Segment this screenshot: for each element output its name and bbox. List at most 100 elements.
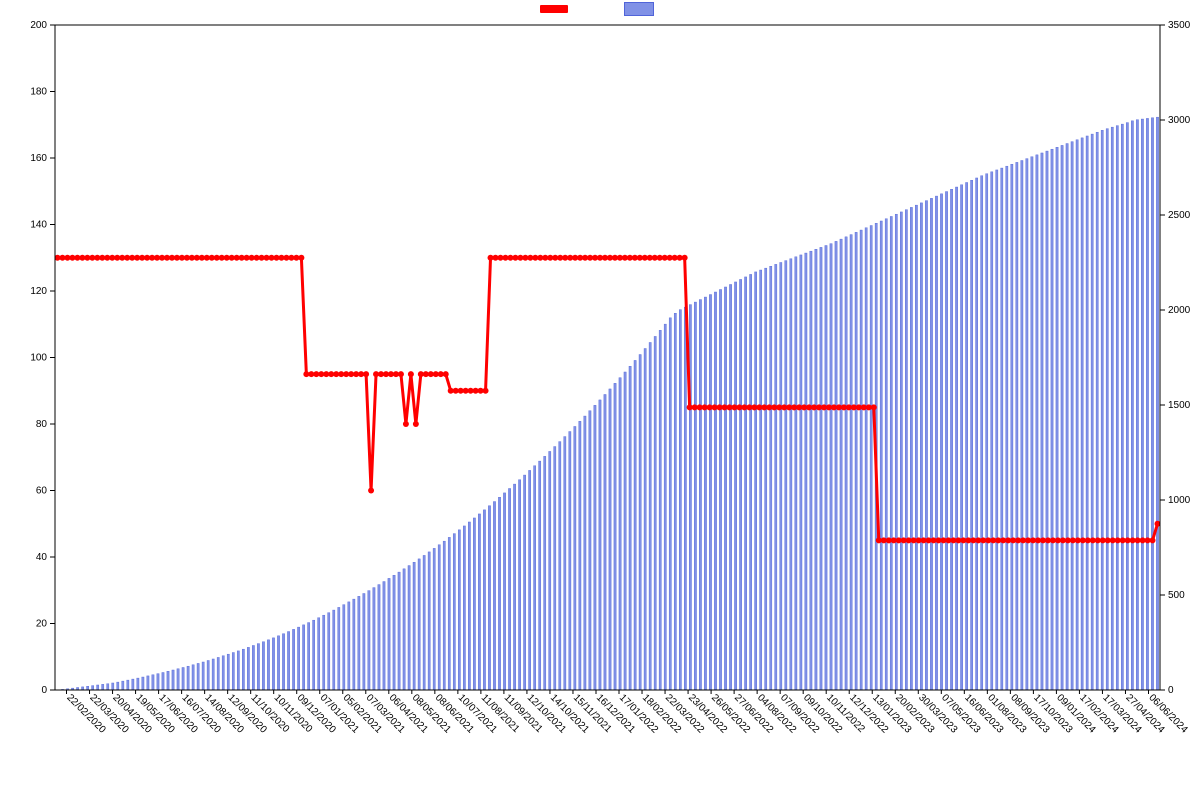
bar <box>308 623 310 690</box>
bar <box>518 480 520 690</box>
line-marker <box>398 371 404 377</box>
bar <box>157 674 159 690</box>
bar <box>775 264 777 690</box>
line-marker <box>682 255 688 261</box>
bar <box>187 666 189 690</box>
bar <box>227 654 229 690</box>
bar <box>398 572 400 690</box>
bar <box>277 636 279 690</box>
line-marker <box>363 371 369 377</box>
bar <box>599 400 601 690</box>
bar <box>960 185 962 690</box>
bar <box>649 342 651 690</box>
bar <box>825 245 827 690</box>
bar <box>845 237 847 690</box>
bar <box>458 530 460 690</box>
bar <box>328 613 330 690</box>
bar <box>348 602 350 690</box>
bar <box>609 389 611 690</box>
bar <box>910 207 912 690</box>
bar <box>870 226 872 690</box>
bar <box>282 634 284 690</box>
bar <box>880 221 882 690</box>
bar <box>895 214 897 690</box>
bar <box>750 274 752 690</box>
bar <box>483 510 485 690</box>
bar <box>1136 120 1138 690</box>
bar <box>564 437 566 690</box>
ytick-left-label: 40 <box>36 552 48 563</box>
bar <box>343 605 345 690</box>
ytick-left-label: 60 <box>36 486 48 497</box>
bar <box>468 522 470 690</box>
bar <box>991 172 993 690</box>
ytick-right-label: 2000 <box>1168 305 1191 316</box>
bar <box>1126 123 1128 690</box>
line-marker <box>403 421 409 427</box>
bar <box>448 537 450 690</box>
legend-swatch-line <box>540 5 568 13</box>
bar <box>559 442 561 690</box>
bar <box>604 394 606 690</box>
bar <box>147 676 149 690</box>
bar <box>368 591 370 690</box>
bar <box>333 610 335 690</box>
bar <box>810 251 812 690</box>
bar <box>664 324 666 690</box>
legend-swatch-bar <box>624 2 654 16</box>
line-marker <box>483 388 489 394</box>
bar <box>930 198 932 690</box>
bar <box>192 665 194 690</box>
ytick-right-label: 3000 <box>1168 115 1191 126</box>
bar <box>850 235 852 690</box>
bar <box>488 506 490 690</box>
bar <box>1001 168 1003 690</box>
bar <box>97 685 99 690</box>
bar <box>865 228 867 690</box>
bar <box>860 230 862 690</box>
bar <box>252 645 254 690</box>
bar <box>629 366 631 690</box>
bar <box>1141 119 1143 690</box>
bar <box>1041 153 1043 690</box>
bar <box>760 270 762 690</box>
bar <box>996 170 998 690</box>
line-marker <box>1150 537 1156 543</box>
bar <box>428 552 430 690</box>
bar <box>744 277 746 690</box>
bar <box>1121 124 1123 690</box>
bar <box>1096 132 1098 690</box>
ytick-left-label: 140 <box>30 220 47 231</box>
bar <box>287 632 289 690</box>
bar <box>765 268 767 690</box>
line-marker <box>408 371 414 377</box>
bar <box>433 548 435 690</box>
ytick-right-label: 0 <box>1168 685 1174 696</box>
bar <box>463 526 465 690</box>
bar <box>644 349 646 690</box>
bar <box>393 575 395 690</box>
bar <box>714 292 716 690</box>
bar <box>177 669 179 690</box>
bar <box>1101 130 1103 690</box>
bar <box>594 405 596 690</box>
ytick-left-label: 160 <box>30 153 47 164</box>
bar <box>403 569 405 690</box>
bar <box>132 679 134 690</box>
bar <box>539 461 541 690</box>
bar <box>840 239 842 690</box>
bar <box>915 205 917 690</box>
bar <box>182 667 184 690</box>
bar <box>363 593 365 690</box>
bar <box>920 203 922 690</box>
bar <box>122 681 124 690</box>
bar <box>1111 127 1113 690</box>
bar <box>719 289 721 690</box>
bar <box>162 672 164 690</box>
bar <box>940 194 942 690</box>
bar <box>272 638 274 690</box>
bar <box>1116 126 1118 690</box>
line-marker <box>443 371 449 377</box>
ytick-left-label: 100 <box>30 353 47 364</box>
ytick-left-label: 200 <box>30 20 47 31</box>
